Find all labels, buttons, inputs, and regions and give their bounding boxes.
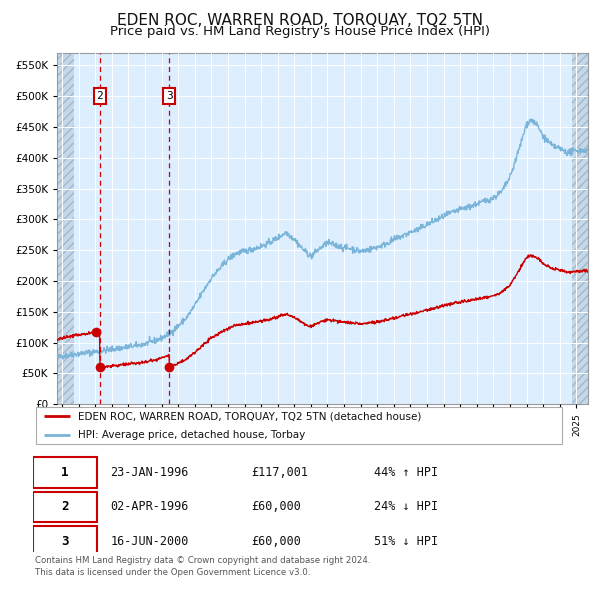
Text: 02-APR-1996: 02-APR-1996 [110,500,188,513]
Text: £117,001: £117,001 [251,466,308,479]
Text: EDEN ROC, WARREN ROAD, TORQUAY, TQ2 5TN (detached house): EDEN ROC, WARREN ROAD, TORQUAY, TQ2 5TN … [78,411,422,421]
Bar [57,53,74,404]
Text: 2: 2 [61,500,69,513]
FancyBboxPatch shape [33,457,97,488]
FancyBboxPatch shape [33,492,97,522]
Text: 44% ↑ HPI: 44% ↑ HPI [374,466,438,479]
Text: Price paid vs. HM Land Registry's House Price Index (HPI): Price paid vs. HM Land Registry's House … [110,25,490,38]
Text: 1: 1 [61,466,69,479]
Text: 23-JAN-1996: 23-JAN-1996 [110,466,188,479]
Bar [572,53,588,404]
Bar [572,53,588,404]
Text: 16-JUN-2000: 16-JUN-2000 [110,535,188,548]
Text: HPI: Average price, detached house, Torbay: HPI: Average price, detached house, Torb… [78,431,305,440]
Text: 24% ↓ HPI: 24% ↓ HPI [374,500,438,513]
FancyBboxPatch shape [35,407,562,444]
Text: £60,000: £60,000 [251,500,301,513]
Text: 3: 3 [61,535,69,548]
Text: EDEN ROC, WARREN ROAD, TORQUAY, TQ2 5TN: EDEN ROC, WARREN ROAD, TORQUAY, TQ2 5TN [117,13,483,28]
FancyBboxPatch shape [33,526,97,557]
Text: 2: 2 [97,91,103,101]
Text: 3: 3 [166,91,173,101]
Bar [57,53,74,404]
Text: £60,000: £60,000 [251,535,301,548]
Text: 51% ↓ HPI: 51% ↓ HPI [374,535,438,548]
Text: Contains HM Land Registry data © Crown copyright and database right 2024.
This d: Contains HM Land Registry data © Crown c… [35,556,370,577]
